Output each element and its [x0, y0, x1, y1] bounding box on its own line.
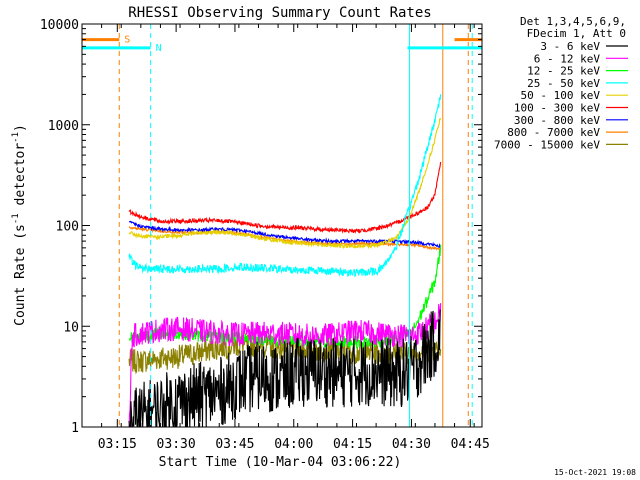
- series-line-800-7000-kev: [128, 225, 442, 252]
- chart-title: RHESSI Observing Summary Count Rates: [128, 5, 431, 21]
- y-axis-label-sup2: -1: [11, 132, 21, 143]
- x-tick-label: 04:00: [274, 437, 313, 452]
- footer-date: 15-Oct-2021 19:08: [554, 468, 636, 477]
- series-line-50-100-kev: [128, 117, 442, 250]
- x-tick-label: 03:15: [98, 437, 137, 452]
- y-tick-label: 10: [63, 320, 79, 335]
- series-line-3-6-kev: [128, 309, 442, 427]
- y-axis-label: Count Rate (s-1 detector-1): [11, 124, 28, 326]
- legend-header: Det 1,3,4,5,6,9,: [520, 15, 626, 28]
- flag-label-n: N: [156, 43, 162, 54]
- legend-label: 100 - 300 keV: [514, 102, 600, 115]
- x-tick-label: 03:45: [215, 437, 254, 452]
- x-tick-label: 04:15: [333, 437, 372, 452]
- y-axis-label-main: Count Rate (s: [13, 224, 28, 326]
- legend-label: 6 - 12 keV: [534, 52, 601, 65]
- y-tick-label: 1000: [48, 119, 79, 134]
- y-axis-label-sup1: -1: [11, 213, 21, 224]
- x-tick-label: 03:30: [157, 437, 196, 452]
- legend-header: FDecim 1, Att 0: [527, 27, 626, 40]
- legend-label: 300 - 800 keV: [514, 114, 600, 127]
- legend-label: 3 - 6 keV: [540, 40, 600, 53]
- legend-label: 7000 - 15000 keV: [494, 138, 600, 151]
- y-tick-label: 100: [56, 220, 79, 235]
- plot-clipped-group: [82, 24, 482, 427]
- legend-label: 800 - 7000 keV: [507, 126, 600, 139]
- legend: Det 1,3,4,5,6,9,FDecim 1, Att 03 - 6 keV…: [494, 15, 628, 151]
- series-line-100-300-kev: [128, 161, 442, 234]
- x-tick-label: 04:45: [451, 437, 490, 452]
- y-tick-label: 10000: [40, 18, 79, 33]
- legend-label: 50 - 100 keV: [521, 89, 601, 102]
- x-axis-label: Start Time (10-Mar-04 03:06:22): [159, 455, 402, 470]
- y-axis-label-end: ): [13, 124, 28, 132]
- axes: 03:15 03:30 03:45 04:00 04:15 04:30 04:45 1 10 10…: [40, 18, 490, 452]
- series-line-6-12-kev: [128, 303, 442, 427]
- y-tick-label: 1: [71, 421, 79, 436]
- plot-area: SN: [82, 24, 482, 427]
- legend-label: 25 - 50 keV: [527, 77, 600, 90]
- flag-label-s: S: [124, 35, 130, 46]
- legend-label: 12 - 25 keV: [527, 65, 600, 78]
- y-axis-label-mid: detector: [13, 143, 28, 214]
- x-tick-label: 04:30: [392, 437, 431, 452]
- series-line-25-50-kev: [128, 94, 442, 278]
